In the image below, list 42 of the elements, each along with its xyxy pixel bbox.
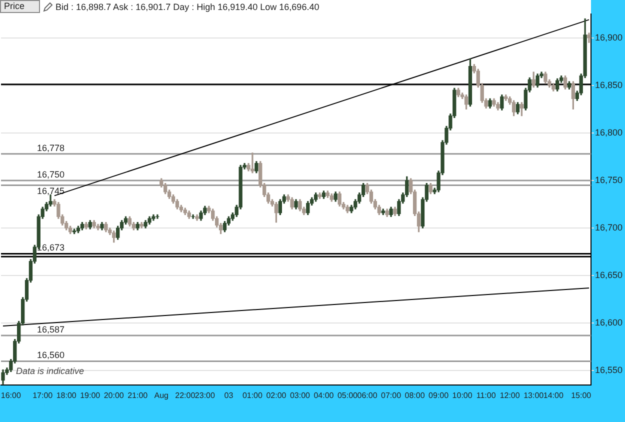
ref-line-label: 16,745 bbox=[37, 186, 65, 196]
x-tick-label: 06:00 bbox=[357, 391, 378, 400]
y-tick-label: 16,850 bbox=[595, 80, 623, 90]
x-tick-label: 09:00 bbox=[428, 391, 450, 400]
x-tick-label: 19:00 bbox=[80, 391, 101, 400]
y-tick-label: 16,750 bbox=[595, 174, 623, 185]
x-tick-label: 17:00 bbox=[32, 391, 54, 400]
candlestick bbox=[250, 152, 254, 174]
x-tick-label: 02:00 bbox=[266, 391, 287, 400]
y-tick-label: 16,800 bbox=[595, 127, 623, 138]
y-tick-label: 16,900 bbox=[595, 32, 623, 42]
x-tick-label: 03:00 bbox=[290, 391, 311, 400]
x-tick-label: 18:00 bbox=[56, 391, 77, 400]
ref-line-label: 16,587 bbox=[37, 324, 65, 335]
annotation: Data is indicative bbox=[16, 366, 84, 376]
y-tick-label: 16,700 bbox=[595, 222, 623, 233]
text: Bid : 16,898.7 Ask : 16,901.7 Day : High 16,919.40 Low 16,696.40 bbox=[56, 2, 320, 12]
y-tick-label: 16,600 bbox=[595, 318, 623, 328]
x-tick-label: 23:00 bbox=[194, 391, 216, 400]
x-tick-label: 22:00 bbox=[175, 391, 196, 400]
x-tick-label: 01:00 bbox=[242, 391, 264, 400]
ref-line-label: 16,560 bbox=[37, 350, 65, 360]
x-tick-label: 11:00 bbox=[476, 391, 496, 400]
x-tick-label: 04:00 bbox=[314, 391, 334, 400]
x-tick-label: 21:00 bbox=[128, 391, 148, 400]
x-tick-label: 13:00 bbox=[524, 391, 544, 400]
y-tick-label: 16,550 bbox=[595, 365, 623, 376]
x-tick-label: 12:00 bbox=[500, 391, 520, 400]
x-tick-label: 10:00 bbox=[452, 391, 473, 400]
x-tick-label: 05:00 bbox=[337, 391, 358, 400]
x-tick-label: Aug bbox=[154, 391, 168, 400]
x-tick-label: 07:00 bbox=[381, 391, 402, 400]
ref-line-label: 16,778 bbox=[37, 142, 65, 153]
y-tick-label: 16,650 bbox=[595, 270, 623, 280]
text: Price bbox=[0, 0, 40, 13]
x-tick-label: 03 bbox=[224, 391, 234, 400]
x-tick-label: 14:00 bbox=[543, 391, 564, 400]
x-tick-label: 16:00 bbox=[0, 391, 22, 400]
x-tick-label: 15:00 bbox=[571, 391, 592, 400]
ref-line-label: 16,750 bbox=[37, 169, 65, 180]
x-tick-label: 20:00 bbox=[104, 391, 124, 400]
x-tick-label: 08:00 bbox=[404, 391, 426, 400]
